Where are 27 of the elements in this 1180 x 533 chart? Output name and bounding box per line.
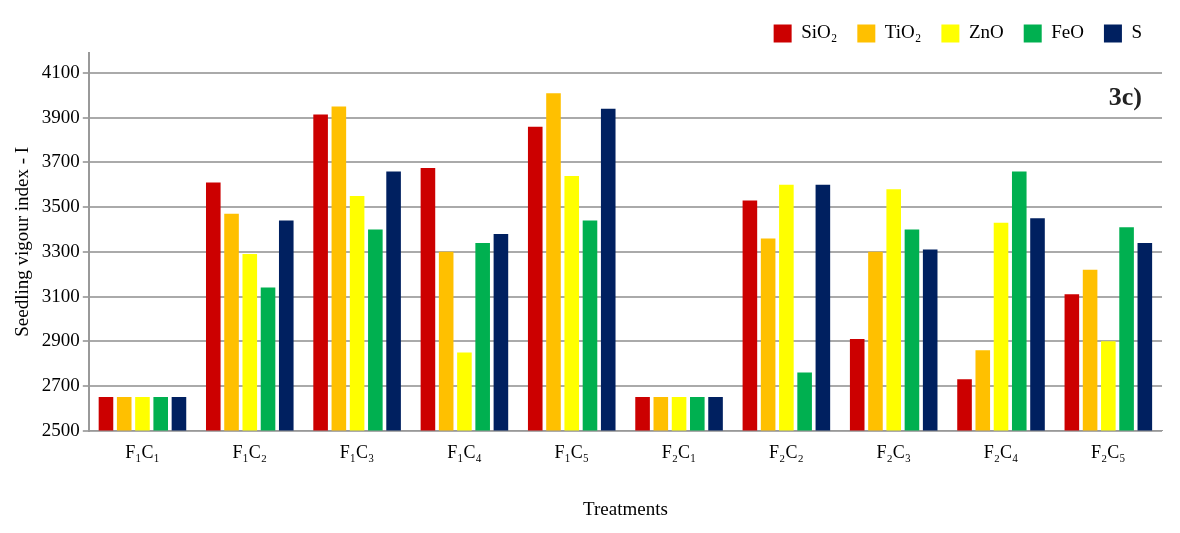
y-tick-label: 3100: [41, 284, 80, 306]
x-tick-label: F₂C₁: [661, 442, 697, 463]
y-tick-label: 2500: [41, 418, 80, 440]
x-tick-label: F₂C₄: [983, 442, 1019, 463]
y-tick-label: 4100: [41, 61, 80, 83]
x-tick-label: F₂C₃: [876, 442, 911, 463]
x-tick-label: F₂C₅: [1091, 442, 1126, 463]
annotation: 3c): [1108, 81, 1142, 111]
legend-label: S: [1131, 21, 1143, 43]
y-axis-title: Seedling vigour index - I: [11, 146, 33, 337]
y-tick-label: 3900: [41, 105, 80, 127]
legend-label: TiO₂: [884, 21, 922, 43]
x-tick-label: F₁C₃: [339, 442, 375, 463]
y-tick-label: 2700: [41, 373, 80, 395]
legend-label: SiO₂: [801, 21, 838, 43]
y-tick-label: 2900: [41, 329, 80, 351]
y-tick-label: 3700: [41, 150, 80, 172]
x-tick-label: F₂C₂: [769, 442, 804, 463]
x-tick-label: F₁C₂: [232, 442, 268, 463]
legend-label: ZnO: [968, 21, 1004, 43]
x-tick-label: F₁C₄: [447, 442, 482, 463]
x-axis-title: Treatments: [583, 497, 668, 519]
legend-label: FeO: [1051, 21, 1084, 43]
y-tick-label: 3300: [41, 239, 80, 261]
y-tick-label: 3500: [41, 195, 80, 217]
x-tick-label: F₁C₁: [125, 442, 160, 463]
x-tick-label: F₁C₅: [554, 442, 590, 463]
